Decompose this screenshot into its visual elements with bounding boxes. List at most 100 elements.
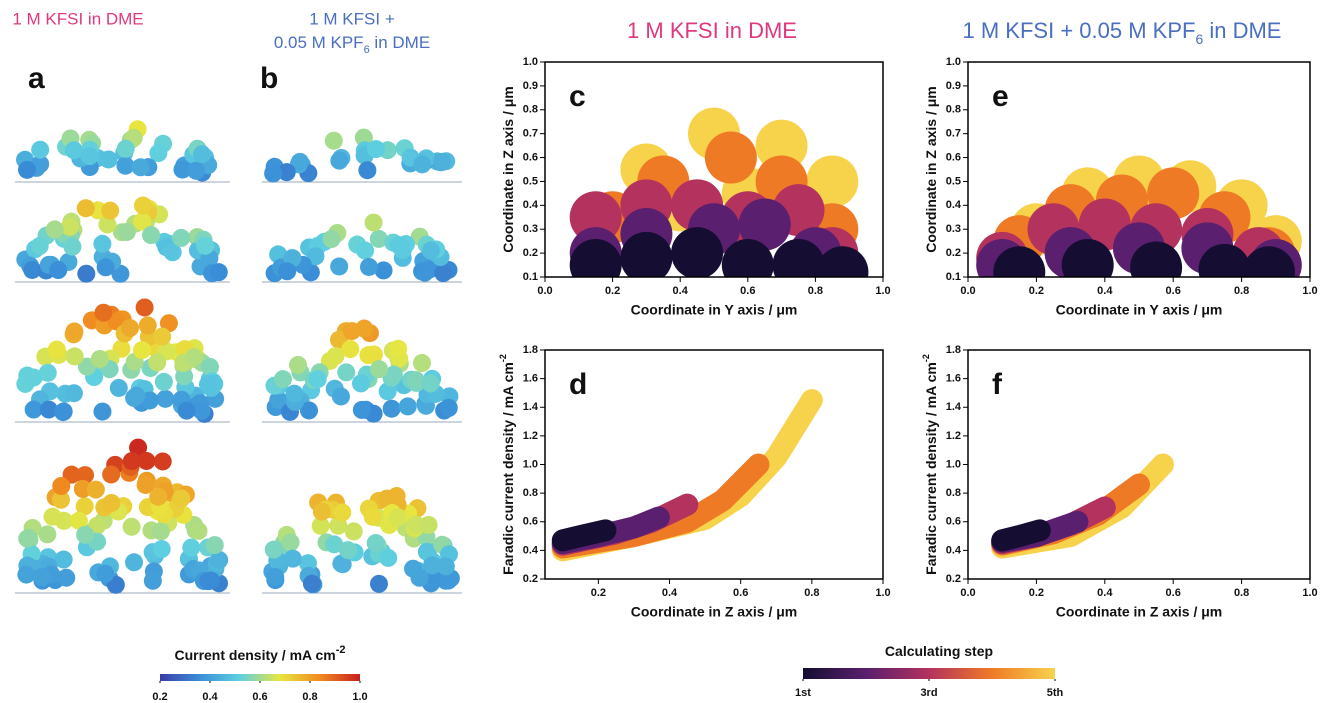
particle [379, 548, 398, 567]
y-tick-label: 0.8 [523, 487, 538, 499]
particle [388, 508, 407, 527]
colorbar-tick-label: 0.2 [152, 691, 167, 703]
y-tick-label: 0.4 [946, 199, 962, 211]
particle [366, 534, 385, 553]
y-tick-label: 0.1 [946, 271, 961, 283]
axes-frame [544, 61, 884, 278]
y-tick-label: 1.0 [946, 56, 961, 68]
particle [73, 479, 92, 498]
particle [421, 241, 440, 260]
particle [133, 212, 152, 231]
particle [302, 574, 321, 593]
blob [1061, 239, 1114, 277]
y-tick-label: 1.4 [523, 401, 539, 413]
x-tick-label: 0.0 [960, 285, 975, 297]
particle [192, 401, 211, 420]
colorbar [160, 674, 360, 681]
particle [131, 158, 150, 177]
particle [52, 477, 71, 496]
particle [200, 357, 219, 376]
particle [154, 372, 173, 391]
particle [136, 475, 155, 494]
blob [569, 239, 622, 277]
particle [285, 384, 304, 403]
particle [439, 398, 458, 417]
particle [64, 141, 83, 160]
y-axis-label-text: Faradic current density / mA cm [500, 362, 516, 575]
colorbar [803, 668, 1055, 679]
x-tick-label: 0.6 [1166, 587, 1181, 599]
y-tick-label: 0.2 [523, 573, 538, 585]
y-tick-label: 0.7 [946, 128, 961, 140]
particle [209, 263, 228, 282]
x-tick-label: 1.0 [1302, 587, 1317, 599]
particle [172, 489, 191, 508]
particle [389, 339, 408, 358]
particle [32, 568, 51, 587]
x-tick-label: 0.6 [1166, 285, 1181, 297]
heading-b-line2: 0.05 M KPF6 in DME [274, 33, 430, 55]
particle [370, 360, 389, 379]
particle [129, 438, 148, 457]
particle [306, 247, 325, 266]
y-tick-label: 0.3 [946, 223, 961, 235]
x-tick-label: 0.2 [605, 285, 620, 297]
x-axis-label: Coordinate in Z axis / μm [631, 604, 797, 620]
particle [300, 401, 319, 420]
particle [122, 517, 141, 536]
particle [434, 264, 453, 283]
particle [45, 220, 64, 239]
y-axis-label: Coordinate in Z axis / μm [923, 86, 939, 252]
particle [18, 366, 37, 385]
particle [77, 264, 96, 283]
heading-part: 0.05 M KPF [274, 33, 364, 52]
panel-label: b [260, 62, 278, 95]
particle [54, 403, 73, 422]
particle [366, 140, 385, 159]
y-tick-label: 0.5 [946, 175, 961, 187]
y-tick-label: 0.2 [946, 573, 961, 585]
y-tick-label: 0.6 [523, 516, 538, 528]
particle [356, 241, 375, 260]
particle [17, 565, 36, 584]
particle [173, 160, 192, 179]
heading-part: in DME [1203, 18, 1281, 43]
y-tick-label: 1.0 [523, 56, 538, 68]
y-axis-label: Faradic current density / mA cm-2 [498, 354, 515, 575]
blob [1242, 246, 1295, 277]
particle [31, 140, 50, 159]
particle [93, 402, 112, 421]
particle [269, 390, 288, 409]
particle [64, 384, 83, 403]
y-tick-label: 1.2 [523, 430, 538, 442]
particle [342, 322, 361, 341]
blob [772, 239, 825, 277]
plot-area [991, 453, 1174, 559]
particle [406, 515, 425, 534]
particle [93, 234, 112, 253]
particle [62, 465, 81, 484]
y-tick-label: 1.0 [946, 458, 961, 470]
particle [39, 400, 58, 419]
particle [138, 316, 157, 335]
x-axis-label: Coordinate in Z axis / μm [1056, 604, 1222, 620]
particle [149, 144, 168, 163]
particle [330, 257, 349, 276]
particle [127, 386, 146, 405]
colorbar-title-text: Calculating step [885, 643, 993, 659]
y-tick-label: 0.8 [946, 487, 961, 499]
particle [159, 314, 178, 333]
particle [49, 261, 68, 280]
particle [38, 363, 57, 382]
y-tick-label: 0.6 [523, 151, 538, 163]
y-axis-label-text: Coordinate in Z axis / μm [923, 86, 939, 252]
particle [189, 521, 208, 540]
blob [806, 155, 859, 208]
particle [75, 497, 94, 516]
particle [153, 327, 172, 346]
blob [993, 246, 1046, 277]
x-tick-label: 1.0 [875, 587, 890, 599]
particle [333, 503, 352, 522]
particle [142, 226, 161, 245]
particle [283, 549, 302, 568]
